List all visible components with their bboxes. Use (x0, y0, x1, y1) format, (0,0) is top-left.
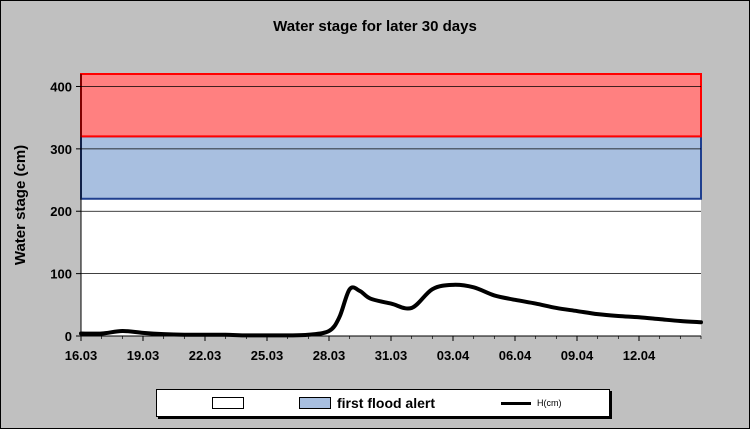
x-tick-label: 19.03 (127, 348, 160, 363)
series-line-h-cm (79, 282, 703, 338)
x-tick-label: 22.03 (189, 348, 222, 363)
legend-swatch (299, 397, 331, 409)
x-tick-label: 25.03 (251, 348, 284, 363)
x-tick-label: 16.03 (65, 348, 98, 363)
legend-swatch (212, 397, 244, 409)
x-tick-label: 12.04 (623, 348, 656, 363)
y-tick-label: 200 (50, 204, 72, 219)
threshold-band-0 (80, 135, 702, 200)
x-tick-label: 09.04 (561, 348, 594, 363)
x-tick-label: 03.04 (437, 348, 470, 363)
x-tick-label: 28.03 (313, 348, 346, 363)
legend-label: H(cm) (537, 398, 562, 408)
y-axis-label: Water stage (cm) (12, 145, 29, 265)
legend-item-h-cm: H(cm) (501, 390, 562, 416)
threshold-band-1 (80, 73, 702, 138)
y-tick-label: 0 (65, 329, 72, 344)
legend-line-swatch (501, 401, 531, 405)
legend: first flood alert H(cm) (156, 389, 610, 417)
x-tick-label: 31.03 (375, 348, 408, 363)
legend-item-white (212, 390, 250, 416)
x-tick-label: 06.04 (499, 348, 532, 363)
y-tick-label: 300 (50, 142, 72, 157)
legend-item-first-flood-alert: first flood alert (299, 390, 435, 416)
legend-label: first flood alert (337, 395, 436, 411)
chart-title: Water stage for later 30 days (273, 18, 477, 35)
y-tick-label: 400 (50, 79, 72, 94)
y-tick-label: 100 (50, 267, 72, 282)
